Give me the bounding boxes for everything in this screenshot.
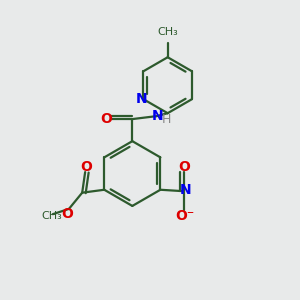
Text: H: H — [162, 113, 172, 126]
Text: O: O — [178, 160, 190, 174]
Text: N: N — [179, 183, 191, 197]
Text: N: N — [136, 92, 148, 106]
Text: O: O — [80, 160, 92, 174]
Text: CH₃: CH₃ — [41, 211, 62, 221]
Text: O: O — [100, 112, 112, 126]
Text: N: N — [152, 109, 163, 123]
Text: O: O — [61, 207, 74, 220]
Text: CH₃: CH₃ — [157, 27, 178, 37]
Text: O⁻: O⁻ — [175, 209, 194, 223]
